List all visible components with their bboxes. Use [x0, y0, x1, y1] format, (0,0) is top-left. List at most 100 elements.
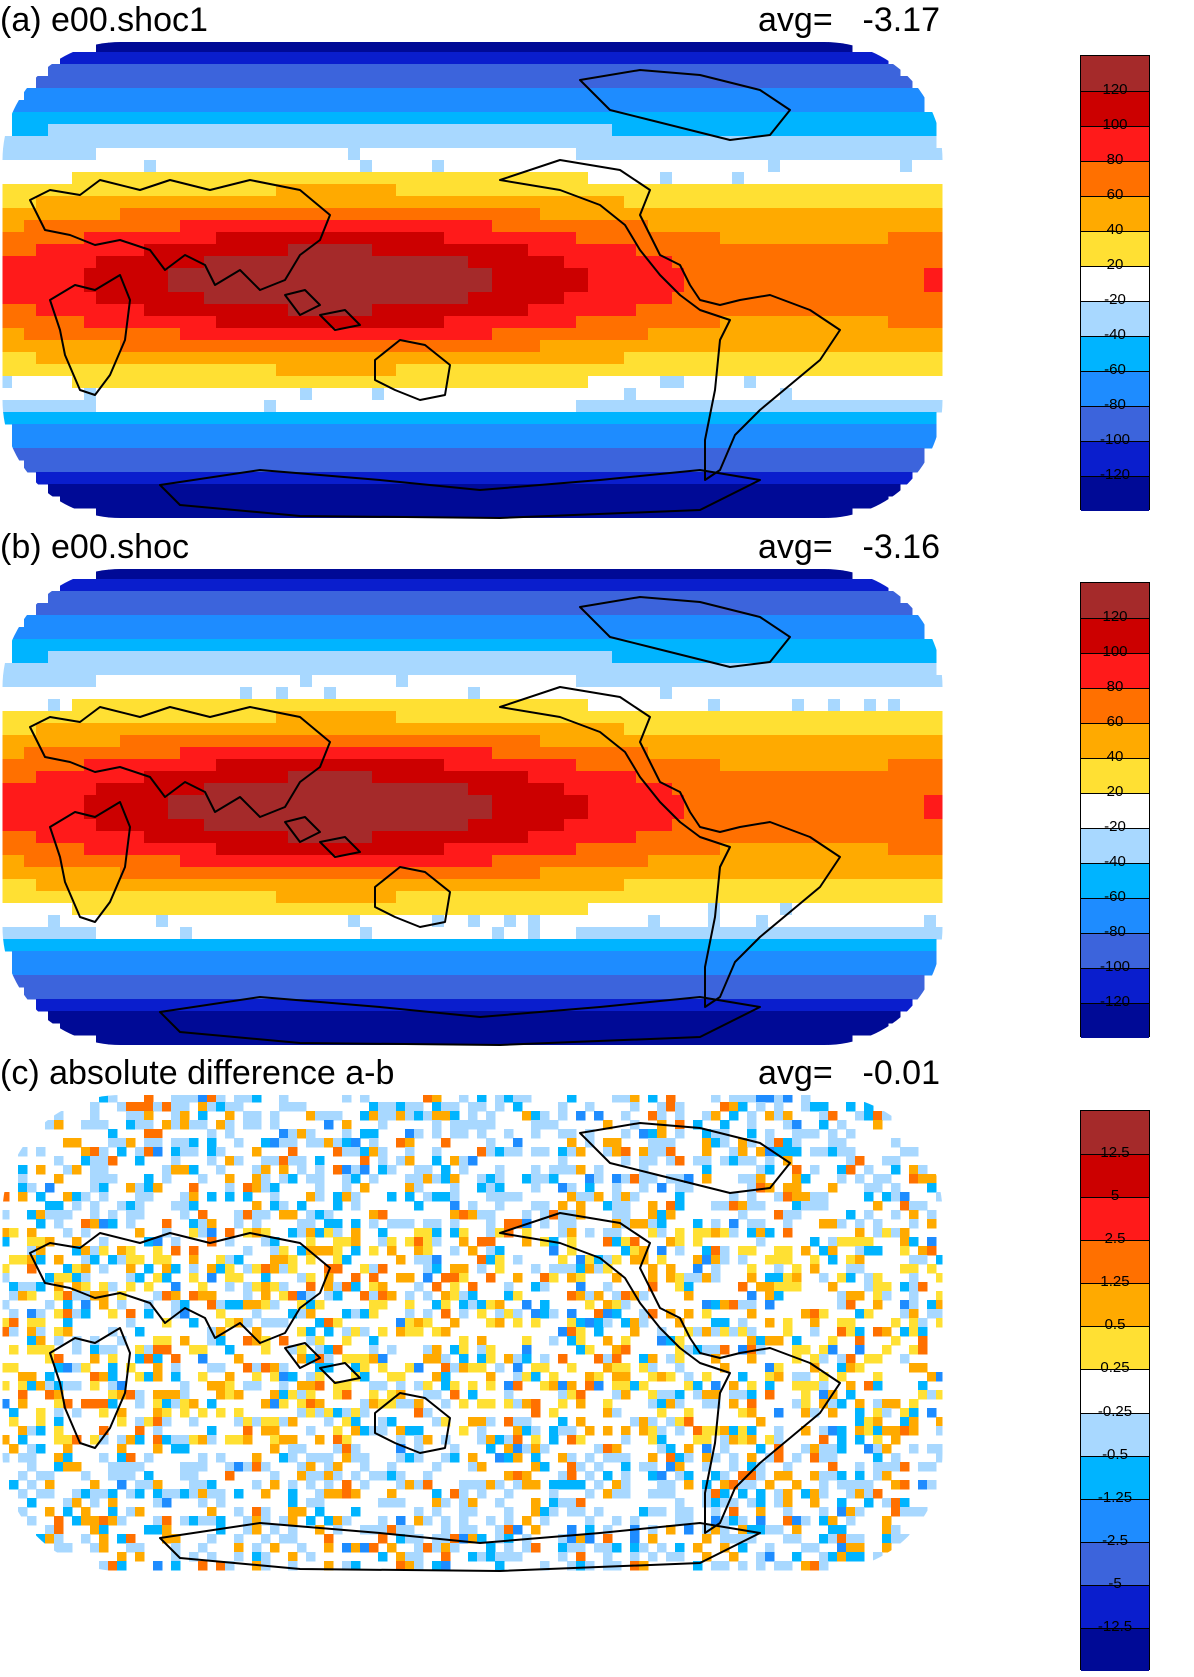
field-cell: [540, 747, 553, 760]
field-cell: [432, 292, 445, 305]
field-cell: [768, 42, 781, 53]
field-cell: [792, 184, 805, 197]
field-cell: [300, 340, 313, 353]
field-cell: [300, 747, 313, 760]
field-cell: [828, 603, 841, 616]
field-cell: [900, 76, 913, 89]
field-cell: [396, 627, 409, 640]
field-cell: [300, 783, 313, 796]
field-cell: [348, 569, 361, 580]
field-cell: [936, 400, 943, 413]
field-cell: [276, 52, 289, 65]
field-cell: [456, 687, 469, 700]
field-cell: [564, 448, 577, 461]
field-cell: [612, 569, 625, 580]
field-cell: [480, 843, 493, 856]
field-cell: [372, 723, 385, 736]
field-cell: [48, 268, 61, 281]
field-cell: [888, 244, 901, 257]
field-cell: [180, 424, 193, 437]
field-cell: [96, 723, 109, 736]
field-cell: [672, 663, 685, 676]
field-cell: [228, 136, 241, 149]
field-cell: [852, 819, 865, 832]
field-cell: [444, 304, 457, 317]
field-cell: [756, 136, 769, 149]
field-cell: [924, 352, 937, 365]
field-cell: [432, 723, 445, 736]
field-cell: [264, 795, 277, 808]
field-cell: [12, 687, 25, 700]
field-cell: [468, 100, 481, 113]
field-cell: [324, 569, 337, 580]
field-cell: [756, 268, 769, 281]
field-cell: [888, 400, 901, 413]
field-cell: [696, 184, 709, 197]
field-cell: [264, 76, 277, 89]
field-cell: [48, 220, 61, 233]
field-cell: [228, 783, 241, 796]
map-plot: [2, 42, 943, 519]
field-cell: [264, 591, 277, 604]
field-cell: [612, 52, 625, 65]
field-cell: [864, 136, 877, 149]
field-cell: [684, 723, 697, 736]
field-cell: [876, 675, 889, 688]
field-cell: [792, 496, 805, 509]
field-cell: [564, 591, 577, 604]
field-cell: [528, 831, 541, 844]
field-cell: [684, 304, 697, 317]
field-cell: [324, 723, 337, 736]
field-cell: [660, 160, 673, 173]
field-cell: [180, 136, 193, 149]
field-cell: [624, 723, 637, 736]
field-cell: [276, 639, 289, 652]
field-cell: [768, 184, 781, 197]
field-cell: [84, 591, 97, 604]
field-cell: [504, 675, 517, 688]
field-cell: [588, 569, 601, 580]
field-cell: [408, 448, 421, 461]
field-cell: [540, 292, 553, 305]
field-cell: [492, 615, 505, 628]
field-cell: [468, 136, 481, 149]
field-cell: [12, 412, 25, 425]
field-cell: [912, 436, 925, 449]
field-cell: [216, 352, 229, 365]
field-cell: [720, 759, 733, 772]
field-cell: [576, 579, 589, 592]
field-cell: [372, 388, 385, 401]
field-cell: [132, 76, 145, 89]
field-cell: [24, 759, 37, 772]
field-cell: [804, 292, 817, 305]
field-cell: [840, 400, 853, 413]
field-cell: [348, 76, 361, 89]
field-cell: [588, 376, 601, 389]
field-cell: [456, 855, 469, 868]
field-cell: [888, 232, 901, 245]
field-cell: [612, 364, 625, 377]
field-cell: [228, 436, 241, 449]
field-cell: [312, 711, 325, 724]
field-cell: [456, 472, 469, 485]
field-cell: [324, 687, 337, 700]
field-cell: [252, 100, 265, 113]
field-cell: [396, 352, 409, 365]
field-cell: [900, 292, 913, 305]
field-cell: [324, 795, 337, 808]
field-cell: [684, 160, 697, 173]
field-cell: [540, 771, 553, 784]
field-cell: [540, 196, 553, 209]
field-cell: [252, 328, 265, 341]
field-cell: [420, 64, 433, 77]
field-cell: [528, 615, 541, 628]
field-cell: [600, 424, 613, 437]
field-cell: [168, 232, 181, 245]
field-cell: [216, 220, 229, 233]
field-cell: [744, 603, 757, 616]
field-cell: [348, 172, 361, 185]
field-cell: [396, 304, 409, 317]
field-cell: [468, 759, 481, 772]
field-cell: [768, 831, 781, 844]
field-cell: [564, 460, 577, 473]
